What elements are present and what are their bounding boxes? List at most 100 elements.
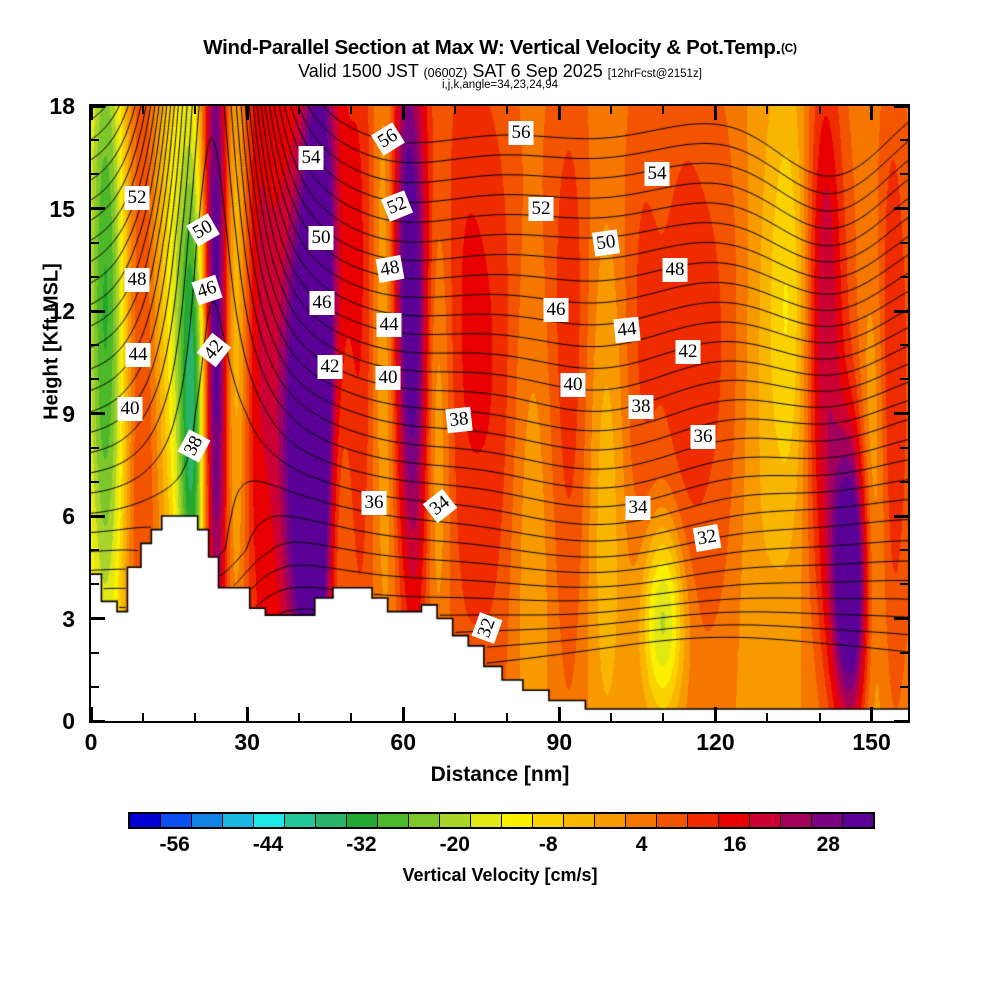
tick-mark xyxy=(894,514,908,518)
colorbar-segment xyxy=(223,814,254,827)
tick-mark xyxy=(91,480,99,483)
tick-mark xyxy=(194,106,197,114)
y-tick-label: 0 xyxy=(62,708,75,734)
tick-mark xyxy=(91,685,99,688)
colorbar-segment xyxy=(812,814,843,827)
contour-label: 36 xyxy=(690,425,716,449)
tick-mark xyxy=(91,275,99,278)
tick-mark xyxy=(454,713,457,721)
colorbar-segment xyxy=(719,814,750,827)
colorbar-tick-label: -56 xyxy=(159,833,190,856)
y-tick-label: 15 xyxy=(49,195,75,222)
tick-mark xyxy=(245,106,249,120)
tick-mark xyxy=(900,480,908,483)
tick-mark xyxy=(91,549,99,552)
contour-label: 36 xyxy=(361,491,387,515)
tick-mark xyxy=(870,106,874,120)
contour-label: 42 xyxy=(196,332,232,368)
contour-label: 54 xyxy=(644,162,670,186)
colorbar-segment xyxy=(533,814,564,827)
tick-mark xyxy=(91,719,105,723)
tick-mark xyxy=(91,651,99,654)
contour-label: 52 xyxy=(528,197,554,221)
tick-mark xyxy=(506,106,509,114)
tick-mark xyxy=(894,412,908,415)
contour-label: 40 xyxy=(560,373,586,397)
tick-mark xyxy=(894,617,908,620)
tick-mark xyxy=(610,713,613,721)
colorbar-segment xyxy=(843,814,873,827)
tick-mark xyxy=(900,549,908,552)
contour-label: 34 xyxy=(422,488,458,524)
tick-mark xyxy=(350,713,353,721)
tick-mark xyxy=(900,344,908,347)
tick-mark xyxy=(91,514,105,518)
x-tick-label: 90 xyxy=(546,729,573,755)
contour-label: 48 xyxy=(662,258,688,282)
contour-label: 50 xyxy=(308,226,334,250)
colorbar-segment xyxy=(161,814,192,827)
colorbar-segment xyxy=(285,814,316,827)
colorbar-tick-label: 16 xyxy=(723,833,747,856)
colorbar-segment xyxy=(781,814,812,827)
contour-label: 48 xyxy=(375,255,405,283)
x-tick-label: 60 xyxy=(390,729,417,755)
tick-mark xyxy=(91,378,99,381)
contour-label: 42 xyxy=(317,355,343,379)
y-tick-label: 6 xyxy=(62,503,75,529)
contour-label: 42 xyxy=(675,340,701,364)
tick-mark xyxy=(766,713,769,721)
tick-mark xyxy=(91,241,99,244)
colorbar-tick-label: -32 xyxy=(346,833,377,856)
tick-mark xyxy=(454,106,457,114)
tick-mark xyxy=(245,707,249,721)
colorbar-segment xyxy=(688,814,719,827)
contour-label: 32 xyxy=(471,612,503,644)
colorbar-segment xyxy=(440,814,471,827)
contour-label: 34 xyxy=(625,496,651,520)
colorbar-segment xyxy=(595,814,626,827)
title-text: Wind-Parallel Section at Max W: Vertical… xyxy=(203,36,781,59)
y-tick-label: 18 xyxy=(49,93,75,119)
valid-date: SAT 6 Sep 2025 xyxy=(472,61,603,81)
colorbar-segment xyxy=(192,814,223,827)
tick-mark xyxy=(91,583,99,586)
contour-label: 38 xyxy=(628,395,654,419)
contour-label: 38 xyxy=(177,429,211,463)
x-tick-label: 150 xyxy=(852,729,891,755)
y-tick-label: 3 xyxy=(62,605,75,632)
tick-mark xyxy=(142,713,145,721)
colorbar-segment xyxy=(130,814,161,827)
tick-mark xyxy=(91,104,105,108)
contour-label: 40 xyxy=(375,366,401,390)
colorbar-tick-label: -8 xyxy=(538,833,558,856)
contour-label: 46 xyxy=(543,298,569,322)
tick-mark xyxy=(91,412,105,415)
tick-mark xyxy=(894,719,908,723)
colorbar-segment xyxy=(657,814,688,827)
tick-mark xyxy=(900,275,908,278)
tick-mark xyxy=(766,106,769,114)
valid-utc: (0600Z) xyxy=(423,66,468,80)
tick-mark xyxy=(89,707,93,721)
x-tick-label: 120 xyxy=(696,729,735,755)
colorbar-tick-label: 28 xyxy=(816,833,840,856)
tick-mark xyxy=(89,106,93,120)
y-axis-title: Height [Kft MSL] xyxy=(40,263,63,420)
tick-mark xyxy=(900,685,908,688)
y-tick-label: 9 xyxy=(62,400,75,427)
tick-mark xyxy=(610,106,613,114)
tick-mark xyxy=(894,104,908,108)
colorbar-segment xyxy=(254,814,285,827)
tick-mark xyxy=(401,106,405,120)
tick-mark xyxy=(900,241,908,244)
contour-label: 32 xyxy=(692,524,722,552)
colorbar-tick-label: -20 xyxy=(439,833,470,856)
contour-label: 38 xyxy=(445,406,473,434)
colorbar-segment xyxy=(502,814,533,827)
tick-mark xyxy=(194,713,197,721)
contour-label: 44 xyxy=(125,343,151,367)
tick-mark xyxy=(870,707,874,721)
tick-mark xyxy=(900,446,908,449)
contour-label: 50 xyxy=(591,229,621,257)
